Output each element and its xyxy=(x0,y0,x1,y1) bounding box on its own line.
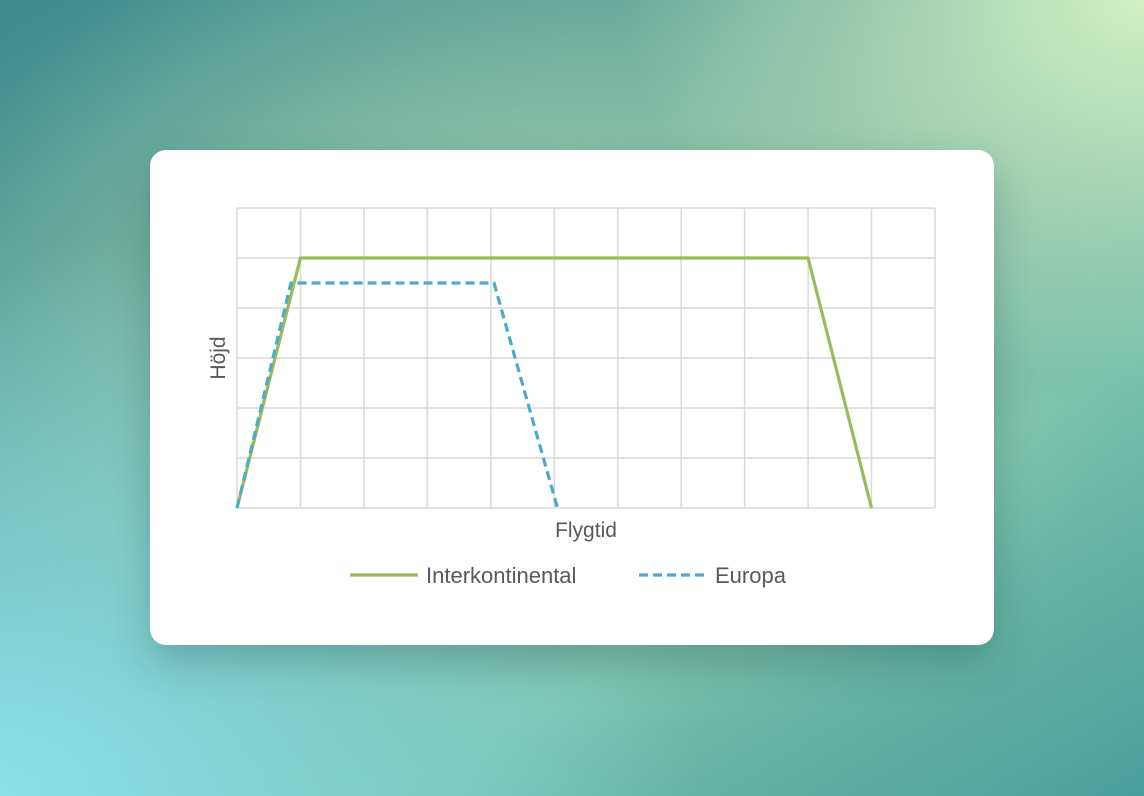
chart-card: Flygtid Höjd Interkontinental Europa xyxy=(150,150,994,645)
chart-grid xyxy=(236,207,936,509)
series-line-2 xyxy=(235,281,559,509)
legend-label-2: Europa xyxy=(715,563,787,588)
series-line-1 xyxy=(235,256,874,509)
line-chart: Flygtid Höjd Interkontinental Europa xyxy=(207,207,936,588)
chart-series xyxy=(235,256,874,509)
legend-label-1: Interkontinental xyxy=(426,563,576,588)
chart-legend: Interkontinental Europa xyxy=(350,563,787,588)
y-axis-title: Höjd xyxy=(207,336,230,379)
x-axis-title: Flygtid xyxy=(555,519,617,542)
